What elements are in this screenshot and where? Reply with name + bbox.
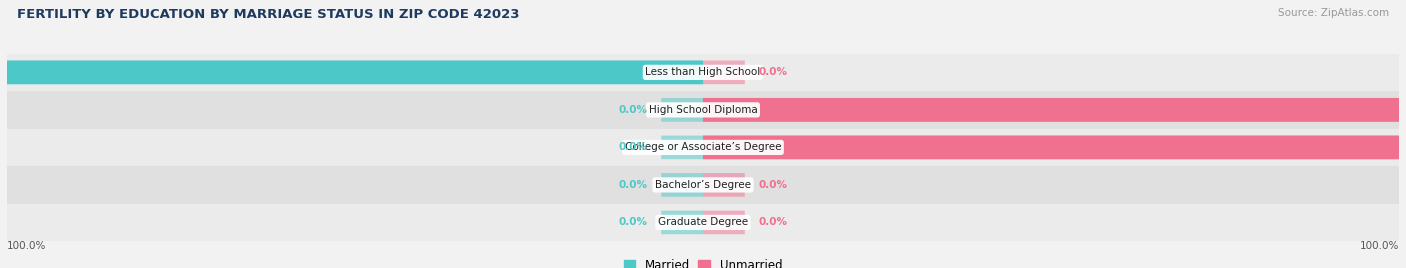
Legend: Married, Unmarried: Married, Unmarried <box>619 254 787 268</box>
Text: Less than High School: Less than High School <box>645 67 761 77</box>
Text: Source: ZipAtlas.com: Source: ZipAtlas.com <box>1278 8 1389 18</box>
Text: High School Diploma: High School Diploma <box>648 105 758 115</box>
Text: College or Associate’s Degree: College or Associate’s Degree <box>624 142 782 152</box>
Text: 0.0%: 0.0% <box>619 142 647 152</box>
FancyBboxPatch shape <box>703 61 745 84</box>
FancyBboxPatch shape <box>661 211 703 234</box>
FancyBboxPatch shape <box>7 166 1399 204</box>
FancyBboxPatch shape <box>7 91 1399 129</box>
FancyBboxPatch shape <box>703 135 1399 159</box>
Text: 100.0%: 100.0% <box>1360 241 1399 251</box>
FancyBboxPatch shape <box>661 173 703 197</box>
FancyBboxPatch shape <box>703 173 745 197</box>
FancyBboxPatch shape <box>7 60 703 84</box>
Text: 0.0%: 0.0% <box>759 217 787 228</box>
FancyBboxPatch shape <box>703 211 745 234</box>
FancyBboxPatch shape <box>7 54 1399 91</box>
Text: 0.0%: 0.0% <box>759 180 787 190</box>
FancyBboxPatch shape <box>661 136 703 159</box>
FancyBboxPatch shape <box>7 204 1399 241</box>
FancyBboxPatch shape <box>661 98 703 122</box>
Text: 0.0%: 0.0% <box>619 105 647 115</box>
Text: 0.0%: 0.0% <box>619 180 647 190</box>
Text: 0.0%: 0.0% <box>759 67 787 77</box>
Text: FERTILITY BY EDUCATION BY MARRIAGE STATUS IN ZIP CODE 42023: FERTILITY BY EDUCATION BY MARRIAGE STATU… <box>17 8 519 21</box>
Text: Bachelor’s Degree: Bachelor’s Degree <box>655 180 751 190</box>
FancyBboxPatch shape <box>7 129 1399 166</box>
Text: 100.0%: 100.0% <box>7 241 46 251</box>
Text: 0.0%: 0.0% <box>619 217 647 228</box>
FancyBboxPatch shape <box>703 98 1399 122</box>
Text: Graduate Degree: Graduate Degree <box>658 217 748 228</box>
